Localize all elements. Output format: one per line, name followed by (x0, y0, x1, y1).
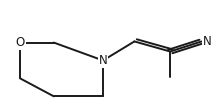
Text: N: N (99, 54, 108, 67)
Text: N: N (203, 35, 212, 48)
Text: O: O (15, 36, 25, 49)
